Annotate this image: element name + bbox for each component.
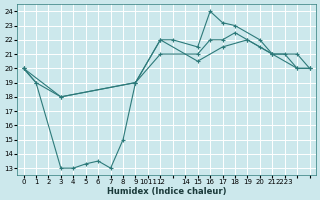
X-axis label: Humidex (Indice chaleur): Humidex (Indice chaleur) [107, 187, 226, 196]
